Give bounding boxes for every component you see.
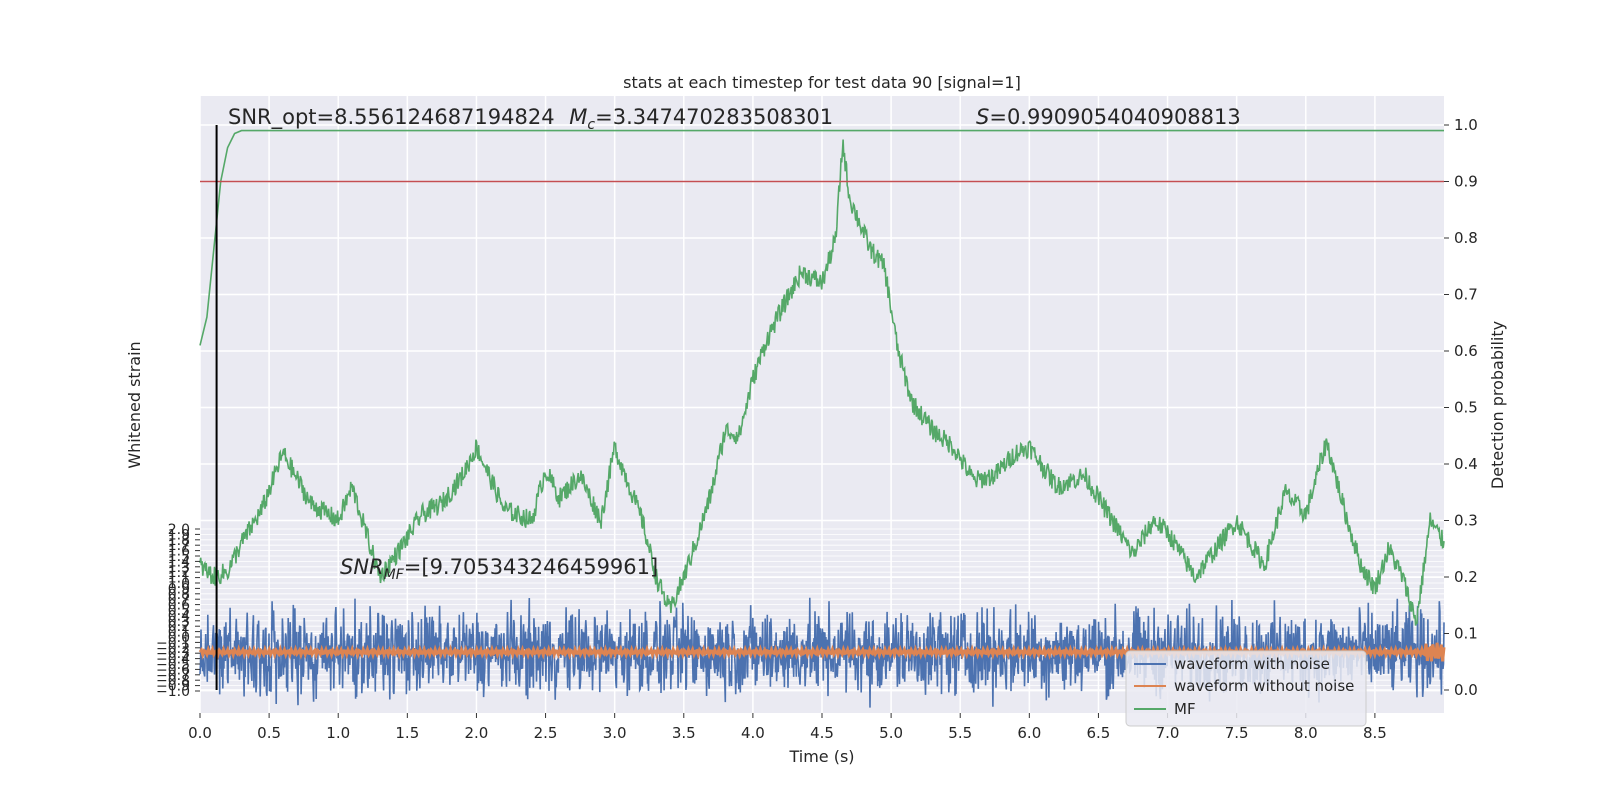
x-tick-label: 5.0 [879,724,903,742]
right-tick-label: 0.6 [1454,342,1478,360]
mf-detection-stat-line [199,139,1445,626]
left-tick-label: −0.8 [156,673,190,689]
left-tick-label: 0.7 [168,592,190,608]
x-tick-label: 3.5 [672,724,696,742]
left-tick-label: −1.0 [156,684,190,700]
x-tick-label: 8.0 [1294,724,1318,742]
right-tick-label: 0.3 [1454,512,1478,530]
left-tick-label: 0.9 [168,581,190,597]
x-tick-label: 4.0 [741,724,765,742]
left-tick-label: 1.6 [168,544,190,560]
right-tick-label: 0.4 [1454,455,1478,473]
right-axis-label: Detection probability [1488,321,1507,489]
x-tick-label: 8.5 [1363,724,1387,742]
x-tick-label: 3.0 [603,724,627,742]
left-tick-label: −0.6 [156,662,190,678]
left-tick-labels: −1.0−0.9−0.8−0.7−0.6−0.5−0.4−0.3−0.2−0.1… [156,522,200,700]
left-tick-label: 1.0 [168,576,190,592]
left-tick-label: 0.1 [168,625,190,641]
left-tick-label: −0.9 [156,679,190,695]
waveform-without-noise-series [198,642,1446,662]
left-tick-label: 0.0 [168,630,190,646]
left-tick-label: −0.7 [156,668,190,684]
left-tick-label: 0.4 [168,608,190,624]
right-tick-label: 0.5 [1454,399,1478,417]
left-tick-label: 0.8 [168,587,190,603]
left-tick-label: 1.3 [168,560,190,576]
x-tick-label: 4.5 [810,724,834,742]
snr-opt-annotation: SNR_opt=8.556124687194824 Mc=3.347470283… [228,105,833,133]
right-tick-label: 0.2 [1454,568,1478,586]
left-tick-label: 1.9 [168,527,190,543]
right-tick-label: 0.0 [1454,681,1478,699]
left-tick-label: 0.2 [168,619,190,635]
x-axis-label: Time (s) [788,747,854,766]
left-tick-label: 0.5 [168,603,190,619]
left-tick-label: 0.6 [168,598,190,614]
x-tick-label: 7.0 [1156,724,1180,742]
right-tick-label: 0.7 [1454,286,1478,304]
x-tick-label: 6.5 [1087,724,1111,742]
left-tick-label: 1.8 [168,533,190,549]
right-tick-label: 1.0 [1454,116,1478,134]
left-tick-label: 1.7 [168,538,190,554]
left-tick-label: 1.1 [168,571,190,587]
left-tick-label: 2.0 [168,522,190,538]
left-tick-label: −0.4 [156,652,190,668]
right-tick-label: 0.9 [1454,173,1478,191]
chart-title: stats at each timestep for test data 90 … [623,73,1021,92]
snr-mf-annotation: SNRMF=[9.705343246459961] [340,555,658,583]
left-tick-label: −0.5 [156,657,190,673]
left-tick-label: 0.3 [168,614,190,630]
left-tick-label: 1.2 [168,565,190,581]
waveform-without-noise-line [198,642,1446,662]
left-axis-label: Whitened strain [125,341,144,468]
x-tick-label: 1.5 [395,724,419,742]
s-annotation: S=0.9909054040908813 [976,105,1241,129]
x-tick-label: 7.5 [1225,724,1249,742]
x-tick-label: 6.0 [1017,724,1041,742]
right-tick-labels: 0.0 0.1 0.2 0.3 0.4 0.5 0.6 0.7 0.8 0.9 1.0 [1444,116,1478,699]
right-tick-label: 0.1 [1454,625,1478,643]
legend-box [1125,650,1367,727]
x-tick-label: 0.5 [257,724,281,742]
x-tick-label: 2.0 [465,724,489,742]
left-tick-label: −0.3 [156,646,190,662]
x-tick-label: 5.5 [948,724,972,742]
left-tick-label: 1.4 [168,554,190,570]
right-tick-label: 0.8 [1454,229,1478,247]
legend-label-noise: waveform with noise [1174,655,1330,673]
x-tick-label: 1.0 [326,724,350,742]
x-tick-label: 2.5 [534,724,558,742]
x-tick-labels: 0.0 0.5 1.0 1.5 2.0 2.5 3.0 3.5 4.0 4.5 5.0 5.5 6.0 6… [188,713,1387,742]
x-tick-label: 0.0 [188,724,212,742]
legend-label-clean: waveform without noise [1174,677,1354,695]
legend: waveform with noise waveform without noi… [1125,650,1367,727]
left-tick-label: −0.1 [156,635,190,651]
left-tick-label: 1.5 [168,549,190,565]
left-tick-label: −0.2 [156,641,190,657]
legend-label-mf: MF [1174,700,1196,718]
